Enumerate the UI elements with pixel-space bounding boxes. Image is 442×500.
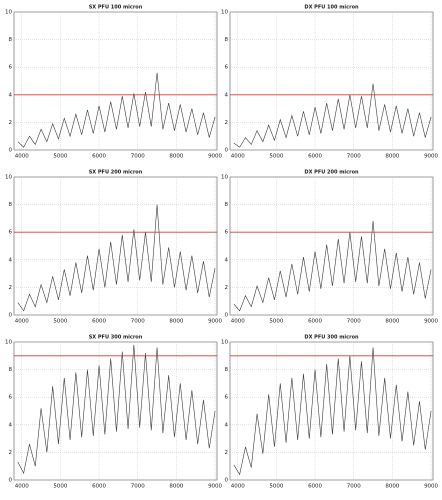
panel-title: DX PFU 300 micron (304, 335, 359, 341)
x-tick-label: 6000 (92, 484, 106, 490)
y-tick-label: 4 (225, 92, 229, 98)
y-tick-label: 4 (225, 257, 229, 263)
x-tick-label: 5000 (269, 319, 283, 325)
x-tick-label: 6000 (308, 319, 322, 325)
plot-area (13, 341, 218, 481)
y-tick-label: 6 (225, 65, 229, 71)
spectrum-line (17, 204, 216, 312)
y-tick-label: 2 (9, 450, 13, 456)
x-tick-label: 7000 (347, 319, 361, 325)
y-tick-label: 8 (9, 202, 13, 208)
y-tick-label: 2 (225, 120, 229, 126)
y-tick-label: 6 (9, 230, 13, 236)
spectrum-line (233, 347, 432, 476)
panel-title: SX PFU 300 micron (89, 335, 143, 341)
panel-title: SX PFU 200 micron (89, 170, 143, 176)
y-tick-label: 10 (221, 340, 228, 346)
x-tick-label: 8000 (169, 484, 183, 490)
y-tick-label: 0 (9, 148, 13, 154)
x-tick-label: 4000 (15, 154, 29, 160)
y-tick-label: 2 (9, 285, 13, 291)
x-tick-label: 5000 (269, 484, 283, 490)
y-tick-label: 0 (9, 313, 13, 319)
y-tick-label: 6 (9, 65, 13, 71)
plot-area (13, 11, 218, 151)
y-tick-label: 2 (9, 120, 13, 126)
x-tick-label: 9000 (208, 484, 222, 490)
y-tick-label: 8 (9, 37, 13, 43)
x-tick-label: 9000 (208, 154, 222, 160)
x-tick-label: 6000 (308, 154, 322, 160)
y-tick-label: 6 (225, 395, 229, 401)
y-tick-label: 0 (9, 478, 13, 484)
y-tick-label: 2 (225, 285, 229, 291)
x-tick-label: 9000 (424, 319, 438, 325)
y-tick-label: 6 (225, 230, 229, 236)
y-tick-label: 0 (225, 148, 229, 154)
y-tick-label: 2 (225, 450, 229, 456)
x-tick-label: 8000 (385, 484, 399, 490)
x-tick-label: 4000 (15, 484, 29, 490)
y-tick-label: 4 (9, 92, 13, 98)
y-tick-label: 8 (225, 367, 229, 373)
x-tick-label: 7000 (131, 154, 145, 160)
x-tick-label: 7000 (131, 319, 145, 325)
spectrum-line (233, 221, 432, 312)
x-tick-label: 5000 (53, 154, 67, 160)
plot-area (229, 341, 434, 481)
x-tick-label: 6000 (308, 484, 322, 490)
x-tick-label: 8000 (169, 319, 183, 325)
y-tick-label: 10 (5, 175, 12, 181)
spectrum-line (17, 344, 216, 474)
x-tick-label: 8000 (169, 154, 183, 160)
x-tick-label: 9000 (424, 154, 438, 160)
spectrum-line (233, 83, 432, 148)
x-tick-label: 6000 (92, 319, 106, 325)
plot-area (229, 176, 434, 316)
y-tick-label: 0 (225, 478, 229, 484)
spectrum-line (17, 72, 216, 148)
y-tick-label: 8 (9, 367, 13, 373)
x-tick-label: 5000 (269, 154, 283, 160)
x-tick-label: 9000 (208, 319, 222, 325)
x-tick-label: 4000 (231, 154, 245, 160)
x-tick-label: 4000 (231, 319, 245, 325)
x-tick-label: 5000 (53, 319, 67, 325)
panel-title: DX PFU 200 micron (304, 170, 359, 176)
y-tick-label: 10 (5, 340, 12, 346)
y-tick-label: 6 (9, 395, 13, 401)
y-tick-label: 4 (9, 257, 13, 263)
y-tick-label: 10 (221, 10, 228, 16)
x-tick-label: 4000 (231, 484, 245, 490)
x-tick-label: 9000 (424, 484, 438, 490)
y-tick-label: 4 (225, 422, 229, 428)
x-tick-label: 4000 (15, 319, 29, 325)
x-tick-label: 5000 (53, 484, 67, 490)
x-tick-label: 7000 (347, 154, 361, 160)
x-tick-label: 6000 (92, 154, 106, 160)
y-tick-label: 8 (225, 202, 229, 208)
x-tick-label: 8000 (385, 154, 399, 160)
panel-title: DX PFU 100 micron (304, 5, 359, 11)
y-tick-label: 0 (225, 313, 229, 319)
y-tick-label: 8 (225, 37, 229, 43)
x-tick-label: 7000 (347, 484, 361, 490)
plot-area (229, 11, 434, 151)
y-tick-label: 10 (221, 175, 228, 181)
plot-area (13, 176, 218, 316)
y-tick-label: 10 (5, 10, 12, 16)
y-tick-label: 4 (9, 422, 13, 428)
panel-title: SX PFU 100 micron (89, 5, 143, 11)
x-tick-label: 8000 (385, 319, 399, 325)
x-tick-label: 7000 (131, 484, 145, 490)
